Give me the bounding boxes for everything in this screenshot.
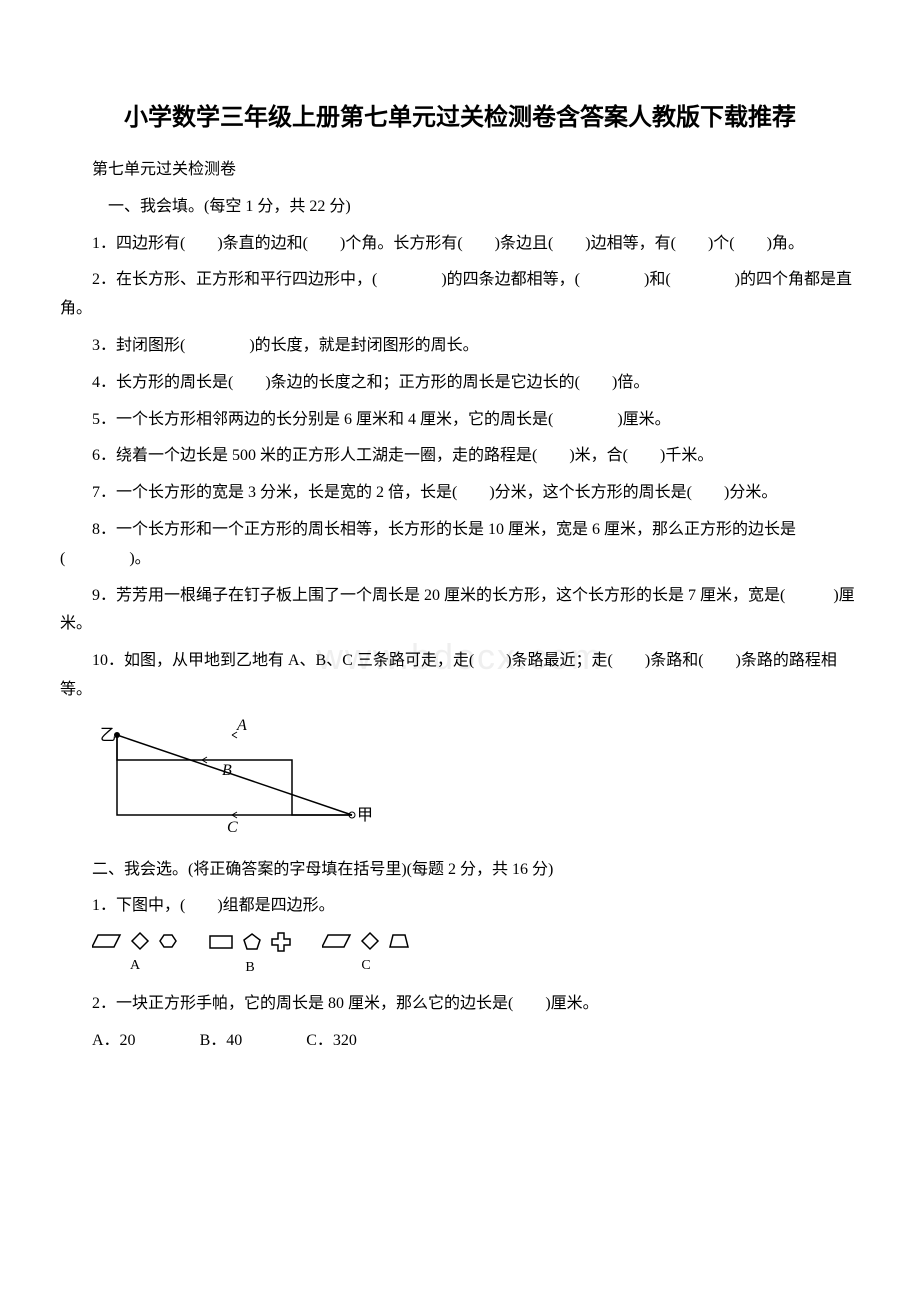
s1-q10: 10．如图，从甲地到乙地有 A、B、C 三条路可走，走( )条路最近；走( )条… bbox=[60, 647, 860, 705]
hexagon-icon bbox=[158, 932, 178, 950]
parallelogram-icon bbox=[322, 932, 352, 950]
rectangle-icon bbox=[208, 933, 234, 951]
section2-heading: 二、我会选。(将正确答案的字母填在括号里)(每题 2 分，共 16 分) bbox=[60, 856, 860, 885]
cross-icon bbox=[270, 931, 292, 953]
s2-q2: 2．一块正方形手帕，它的周长是 80 厘米，那么它的边长是( )厘米。 bbox=[60, 990, 860, 1019]
label-yi: 乙 bbox=[100, 727, 116, 744]
s1-q7: 7．一个长方形的宽是 3 分米，长是宽的 2 倍，长是( )分米，这个长方形的周… bbox=[60, 479, 860, 508]
s2-q1: 1．下图中，( )组都是四边形。 bbox=[60, 892, 860, 921]
pentagon-icon bbox=[242, 932, 262, 952]
s1-q9: 9．芳芳用一根绳子在钉子板上围了一个周长是 20 厘米的长方形，这个长方形的长是… bbox=[60, 582, 860, 640]
opt-c: C．320 bbox=[306, 1032, 357, 1049]
trapezoid-icon bbox=[388, 932, 410, 950]
figure-shape-groups: A B C bbox=[92, 931, 860, 980]
figure-paths: 乙 甲 A B C bbox=[92, 715, 860, 846]
s1-q4: 4．长方形的周长是( )条边的长度之和；正方形的周长是它边长的( )倍。 bbox=[60, 369, 860, 398]
s1-q5: 5．一个长方形相邻两边的长分别是 6 厘米和 4 厘米，它的周长是( )厘米。 bbox=[60, 406, 860, 435]
parallelogram-icon bbox=[92, 932, 122, 950]
label-b: B bbox=[222, 762, 232, 779]
shape-group-a: A bbox=[92, 931, 178, 978]
s2-q2-options: A．20 B．40 C．320 bbox=[60, 1027, 860, 1056]
s1-q8: 8．一个长方形和一个正方形的周长相等，长方形的长是 10 厘米，宽是 6 厘米，… bbox=[60, 516, 860, 574]
shape-group-c: C bbox=[322, 931, 410, 978]
shape-group-b: B bbox=[208, 931, 292, 980]
page-title: 小学数学三年级上册第七单元过关检测卷含答案人教版下载推荐 bbox=[60, 100, 860, 136]
diamond-icon bbox=[130, 931, 150, 951]
label-jia: 甲 bbox=[357, 807, 373, 824]
label-c: C bbox=[227, 819, 238, 835]
diamond-icon bbox=[360, 931, 380, 951]
section1-heading: 一、我会填。(每空 1 分，共 22 分) bbox=[60, 193, 860, 222]
s1-q2: 2．在长方形、正方形和平行四边形中，( )的四条边都相等，( )和( )的四个角… bbox=[60, 266, 860, 324]
s1-q6: 6．绕着一个边长是 500 米的正方形人工湖走一圈，走的路程是( )米，合( )… bbox=[60, 442, 860, 471]
group-a-label: A bbox=[130, 953, 140, 978]
opt-a: A．20 bbox=[92, 1032, 136, 1049]
s1-q1: 1．四边形有( )条直的边和( )个角。长方形有( )条边且( )边相等，有( … bbox=[60, 230, 860, 259]
subtitle: 第七单元过关检测卷 bbox=[60, 156, 860, 185]
group-b-label: B bbox=[245, 955, 254, 980]
opt-b: B．40 bbox=[200, 1032, 243, 1049]
s1-q3: 3．封闭图形( )的长度，就是封闭图形的周长。 bbox=[60, 332, 860, 361]
label-a: A bbox=[236, 717, 247, 734]
group-c-label: C bbox=[361, 953, 370, 978]
